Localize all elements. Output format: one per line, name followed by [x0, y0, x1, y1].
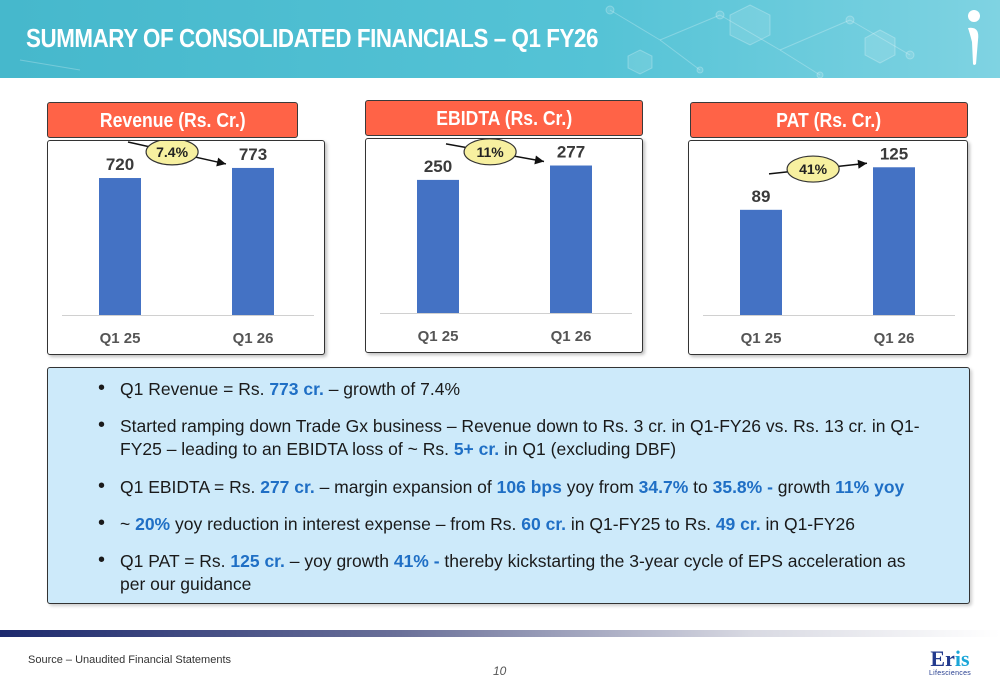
bullet-text: – margin expansion of	[314, 477, 497, 497]
bar-q1-26	[873, 167, 915, 315]
data-label: 89	[752, 187, 771, 206]
bar-q1-25	[417, 179, 459, 313]
bullet-text: in Q1-FY26	[760, 514, 855, 534]
highlighted-figure: 20%	[135, 514, 171, 534]
bullet-text: to	[688, 477, 713, 497]
category-tick-label: Q1 25	[100, 330, 141, 347]
data-label: 250	[424, 157, 452, 176]
revenue-chart-label: Revenue (Rs. Cr.)	[47, 102, 298, 138]
ebidta-chart: 250 Q1 25 277 Q1 26 11%	[365, 138, 643, 353]
bullet-text: Started ramping down Trade Gx business –…	[120, 416, 920, 459]
brand-figure-icon	[968, 10, 980, 65]
growth-bubble	[786, 155, 840, 183]
page-number: 10	[493, 664, 507, 678]
highlighted-figure: 277 cr.	[260, 477, 315, 497]
highlighted-figure: 106 bps	[496, 477, 562, 497]
category-tick-label: Q1 26	[874, 330, 915, 347]
category-tick-label: Q1 26	[551, 328, 592, 345]
highlighted-figure: 34.7%	[638, 477, 689, 497]
summary-bullet: • ~ 20% yoy reduction in interest expense…	[98, 512, 920, 536]
highlighted-figure: 11% yoy	[835, 477, 905, 497]
page-title: SUMMARY OF CONSOLIDATED FINANCIALS – Q1 …	[26, 23, 599, 53]
growth-arrow-head	[534, 155, 544, 165]
category-tick-label: Q1 26	[233, 330, 274, 347]
highlighted-figure: 5+ cr.	[453, 439, 500, 459]
growth-label: 41%	[799, 161, 828, 177]
bullet-text: – yoy growth	[284, 551, 394, 571]
bar-q1-25	[99, 178, 141, 315]
summary-bullet: • Q1 Revenue = Rs. 773 cr. – growth of 7.…	[98, 377, 920, 401]
bullet-text: yoy from	[561, 477, 639, 497]
bullet-dot: •	[98, 414, 106, 436]
molecule-pattern-icon	[19, 4, 915, 78]
bar-q1-25	[740, 209, 782, 315]
bullet-dot: •	[98, 549, 106, 571]
data-label: 277	[557, 143, 585, 162]
footer-gradient-bar	[0, 630, 1000, 637]
bullet-text: – growth of 7.4%	[323, 379, 461, 399]
bullet-text: in Q1-FY25 to Rs.	[566, 514, 716, 534]
category-tick-label: Q1 25	[418, 328, 459, 345]
data-label: 125	[880, 144, 908, 163]
data-label: 773	[239, 145, 267, 164]
bar-q1-26	[232, 167, 274, 315]
bullet-text: growth	[772, 477, 836, 497]
bullet-text: yoy reduction in interest expense – from…	[170, 514, 522, 534]
bullet-text: Q1 Revenue = Rs.	[120, 379, 270, 399]
bar-q1-26	[550, 165, 592, 313]
pat-chart-label: PAT (Rs. Cr.)	[690, 102, 968, 138]
highlighted-figure: 773 cr.	[269, 379, 324, 399]
summary-bullet: • Started ramping down Trade Gx business …	[98, 414, 920, 461]
growth-arrow-head	[857, 159, 867, 169]
revenue-chart: 720 Q1 25 773 Q1 26 7.4%	[47, 140, 325, 355]
bullet-text: Q1 PAT = Rs.	[120, 551, 231, 571]
bullet-dot: •	[98, 475, 106, 497]
brand-name-b: is	[954, 646, 970, 671]
highlighted-figure: 49 cr.	[715, 514, 761, 534]
bullet-text: ~	[120, 514, 136, 534]
ebidta-chart-label: EBIDTA (Rs. Cr.)	[365, 100, 643, 136]
bullet-text: in Q1 (excluding DBF)	[499, 439, 677, 459]
category-tick-label: Q1 25	[741, 330, 782, 347]
summary-bullet: • Q1 PAT = Rs. 125 cr. – yoy growth 41% -…	[98, 549, 920, 596]
bullet-text: Q1 EBIDTA = Rs.	[120, 477, 261, 497]
highlighted-figure: 41% -	[393, 551, 440, 571]
brand-name-a: Er	[930, 646, 955, 671]
data-label: 720	[106, 155, 134, 174]
highlighted-figure: 125 cr.	[230, 551, 285, 571]
highlighted-figure: 60 cr.	[521, 514, 567, 534]
brand-logo: Eris Lifesciences	[925, 646, 975, 678]
brand-subtitle: Lifesciences	[928, 670, 972, 677]
highlighted-figure: 35.8% -	[712, 477, 773, 497]
growth-arrow-head	[216, 157, 226, 167]
pat-chart: 89 Q1 25 125 Q1 26 41%	[688, 140, 968, 355]
header-banner: SUMMARY OF CONSOLIDATED FINANCIALS – Q1 …	[0, 0, 1000, 78]
bullet-text: thereby kickstarting the 3-year cycle of…	[120, 551, 906, 594]
summary-bullet: • Q1 EBIDTA = Rs. 277 cr. – margin expans…	[98, 475, 920, 499]
growth-bubble	[463, 139, 517, 166]
bullet-dot: •	[98, 377, 106, 399]
growth-bubble	[145, 141, 199, 166]
growth-label: 11%	[476, 144, 504, 160]
bullet-dot: •	[98, 512, 106, 534]
summary-bullets-box: • Q1 Revenue = Rs. 773 cr. – growth of 7.…	[47, 367, 970, 604]
source-note: Source – Unaudited Financial Statements	[28, 654, 232, 666]
growth-label: 7.4%	[156, 144, 188, 160]
